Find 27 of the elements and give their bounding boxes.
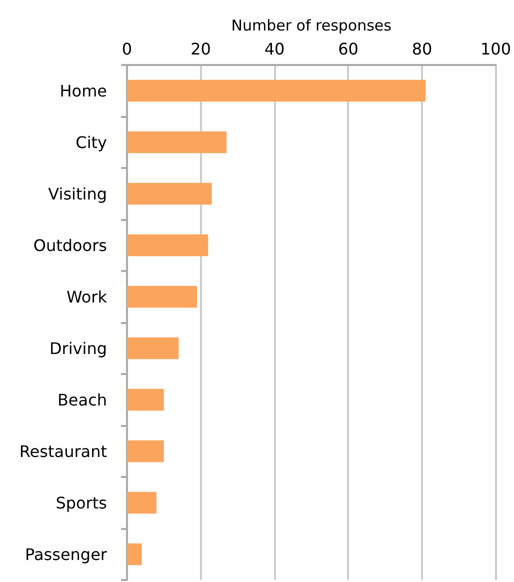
- y-tick-label: Work: [66, 287, 108, 306]
- y-tick-label: Driving: [49, 338, 107, 358]
- y-tick-label: Home: [60, 81, 107, 100]
- y-tick-label: Outdoors: [33, 236, 107, 255]
- bar: [127, 234, 208, 256]
- bar: [127, 543, 142, 566]
- x-tick-label: 100: [480, 40, 512, 58]
- y-tick-label: Sports: [56, 493, 107, 512]
- bar: [127, 492, 156, 514]
- bar: [127, 80, 426, 102]
- bar: [127, 286, 198, 308]
- bar: [127, 440, 164, 462]
- x-tick-label: 80: [412, 40, 432, 58]
- x-tick-label: 0: [122, 40, 132, 58]
- x-axis-title: Number of responses: [231, 16, 392, 34]
- x-tick-label: 60: [338, 40, 358, 58]
- y-tick-label: Restaurant: [19, 442, 107, 461]
- bar: [127, 337, 179, 360]
- bar: [127, 182, 212, 205]
- y-tick-label: City: [76, 132, 107, 152]
- y-tick-label: Passenger: [25, 544, 108, 564]
- bar: [127, 388, 164, 411]
- y-tick-label: Visiting: [48, 184, 107, 204]
- bar: [127, 131, 227, 154]
- x-tick-label: 40: [264, 40, 285, 58]
- x-tick-label: 20: [190, 40, 211, 58]
- y-tick-label: Beach: [57, 390, 107, 410]
